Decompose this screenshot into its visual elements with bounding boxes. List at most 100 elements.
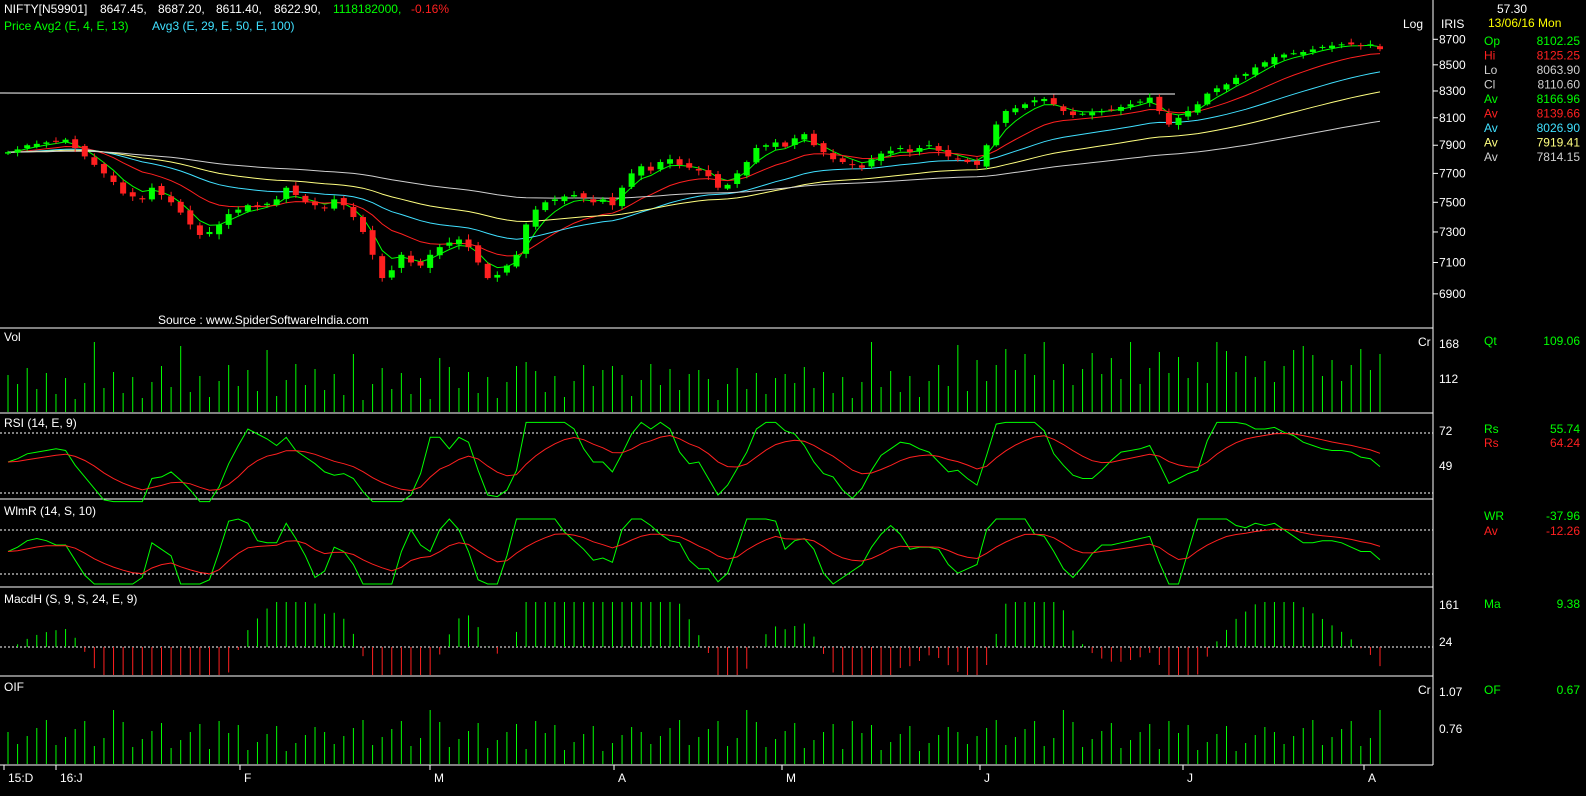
vol-unit-label: Cr bbox=[1418, 335, 1431, 349]
candle-body bbox=[609, 197, 616, 206]
sidebar-oif-label: OF bbox=[1484, 683, 1501, 697]
candle-body bbox=[417, 261, 424, 266]
rsi-tick-label: 49 bbox=[1439, 459, 1453, 473]
candle-body bbox=[235, 209, 242, 213]
candle-body bbox=[1108, 109, 1115, 111]
candle-body bbox=[100, 164, 107, 174]
moving-average-line bbox=[7, 44, 1381, 269]
candle-body bbox=[667, 159, 674, 164]
candle-body bbox=[599, 199, 606, 202]
candle-body bbox=[33, 143, 40, 147]
volume-panel[interactable]: Vol Cr bbox=[4, 330, 1431, 412]
time-label-J: J bbox=[984, 771, 990, 785]
candle-body bbox=[14, 149, 21, 153]
candle-body bbox=[590, 199, 597, 203]
candle-body bbox=[350, 206, 357, 218]
candle-body bbox=[619, 187, 626, 207]
price-panel[interactable] bbox=[0, 38, 1383, 282]
trend-line bbox=[0, 92, 401, 95]
candle-body bbox=[810, 133, 817, 146]
price-tick-label: 6900 bbox=[1439, 287, 1466, 301]
candle-body bbox=[705, 170, 712, 177]
moving-average-line bbox=[7, 53, 1381, 257]
candle-body bbox=[1002, 111, 1009, 123]
sidebar-row-value: 7919.41 bbox=[1537, 136, 1581, 150]
price-tick-label: 7100 bbox=[1439, 255, 1466, 269]
candle-body bbox=[657, 162, 664, 170]
candle-body bbox=[676, 159, 683, 165]
candle-body bbox=[945, 149, 952, 157]
candle-body bbox=[1281, 54, 1288, 58]
candle-body bbox=[782, 142, 789, 147]
candle-body bbox=[820, 143, 827, 153]
vol-tick-label: 168 bbox=[1439, 337, 1459, 351]
candle-body bbox=[129, 192, 136, 197]
candle-body bbox=[62, 139, 69, 143]
oif-tick-label: 1.07 bbox=[1439, 685, 1463, 699]
sidebar-wr-label: WR bbox=[1484, 509, 1504, 523]
rsi-tick-label: 72 bbox=[1439, 424, 1453, 438]
candle-body bbox=[407, 255, 414, 263]
wr-signal-line bbox=[7, 528, 1381, 575]
candle-body bbox=[484, 263, 491, 279]
candle-body bbox=[1290, 53, 1297, 55]
sidebar-top-value: 57.30 bbox=[1497, 2, 1527, 16]
candle-body bbox=[647, 166, 654, 171]
candle-body bbox=[628, 173, 635, 187]
sidebar-vol-label: Qt bbox=[1484, 334, 1497, 348]
candle-body bbox=[216, 224, 223, 235]
candle-body bbox=[964, 159, 971, 163]
candle-body bbox=[974, 160, 981, 165]
candle-body bbox=[954, 158, 961, 160]
sidebar-row-value: 8166.96 bbox=[1537, 92, 1581, 106]
macd-title: MacdH (S, 9, S, 24, E, 9) bbox=[4, 592, 137, 606]
sidebar-row-value: 8026.90 bbox=[1537, 121, 1581, 135]
sidebar-wr-avg-value: -12.26 bbox=[1546, 524, 1580, 538]
candle-body bbox=[916, 148, 923, 152]
sidebar-row-value: 8139.66 bbox=[1537, 107, 1581, 121]
williams-r-panel[interactable]: WlmR (14, S, 10) bbox=[0, 504, 1433, 585]
macd-panel[interactable]: MacdH (S, 9, S, 24, E, 9) bbox=[0, 592, 1433, 675]
time-label-15D: 15:D bbox=[8, 771, 34, 785]
log-label[interactable]: Log bbox=[1403, 17, 1423, 31]
sidebar-row-value: 8110.60 bbox=[1538, 78, 1581, 92]
candle-body bbox=[1156, 96, 1163, 112]
vol-tick-label: 112 bbox=[1439, 372, 1458, 386]
oif-panel[interactable]: OIF Cr bbox=[4, 680, 1431, 764]
candle-body bbox=[1338, 44, 1345, 46]
candle-body bbox=[455, 239, 462, 245]
candle-body bbox=[168, 196, 175, 203]
candle-body bbox=[1223, 84, 1230, 90]
candle-body bbox=[110, 175, 117, 182]
sidebar-rsi-label: Rs bbox=[1484, 422, 1499, 436]
candle-body bbox=[523, 224, 530, 254]
candle-body bbox=[359, 217, 366, 232]
price-tick-label: 7700 bbox=[1439, 166, 1466, 180]
candle-body bbox=[714, 174, 721, 188]
candle-body bbox=[427, 254, 434, 268]
candle-body bbox=[254, 205, 261, 207]
candle-body bbox=[436, 247, 443, 256]
sidebar-rsi-value: 55.74 bbox=[1550, 422, 1580, 436]
candle-body bbox=[302, 195, 309, 203]
candle-body bbox=[1319, 46, 1326, 48]
rsi-panel[interactable]: RSI (14, E, 9) bbox=[0, 416, 1433, 503]
sidebar-macd-label: Ma bbox=[1484, 597, 1501, 611]
sidebar-row-value: 7814.15 bbox=[1537, 150, 1581, 164]
macd-tick-label: 24 bbox=[1439, 635, 1453, 649]
moving-average-line bbox=[7, 91, 1381, 223]
price-tick-label: 7500 bbox=[1439, 195, 1466, 209]
candle-body bbox=[743, 162, 750, 176]
sidebar-wr-value: -37.96 bbox=[1546, 509, 1580, 523]
candle-body bbox=[148, 187, 155, 200]
candle-body bbox=[906, 149, 913, 153]
ohlc-open: 8647.45, bbox=[100, 2, 147, 16]
candle-body bbox=[398, 254, 405, 268]
candle-body bbox=[1271, 57, 1278, 65]
candle-body bbox=[1098, 111, 1105, 113]
oif-unit-label: Cr bbox=[1418, 683, 1431, 697]
iris-label: IRIS bbox=[1441, 17, 1464, 31]
rsi-line bbox=[7, 421, 1381, 503]
candle-body bbox=[139, 198, 146, 200]
